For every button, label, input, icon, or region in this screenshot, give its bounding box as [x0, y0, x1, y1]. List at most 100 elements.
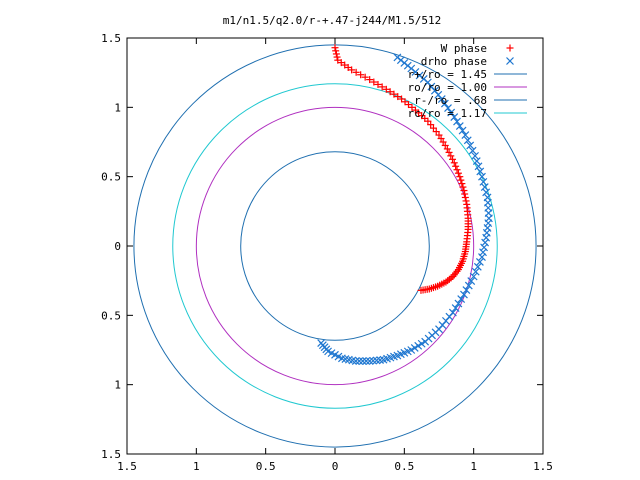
y-tick-label: 0.5 [101, 171, 121, 184]
data-point [333, 53, 341, 61]
data-point [472, 157, 481, 165]
data-point [479, 248, 487, 257]
data-point [460, 290, 468, 299]
x-tick-label: 1 [470, 460, 477, 473]
axis-ticks: 1.5 1 0.5 0 0.5 1 1.51.510.500.511.5 [101, 32, 553, 473]
data-point [378, 83, 386, 91]
data-point [448, 308, 457, 317]
data-point [478, 253, 486, 262]
data-point [390, 90, 398, 98]
data-point [478, 172, 486, 181]
circle-2 [240, 151, 430, 341]
data-point [382, 85, 390, 93]
data-point [332, 47, 340, 55]
data-point [468, 146, 477, 155]
data-point [366, 76, 374, 84]
y-tick-label: 0.5 [101, 309, 121, 322]
data-point [483, 193, 492, 202]
data-point [461, 193, 469, 201]
x-tick-label: 1.5 [533, 460, 553, 473]
data-point [351, 357, 360, 366]
data-point [362, 357, 371, 366]
data-point [469, 272, 478, 281]
data-point [414, 341, 423, 350]
data-point [456, 173, 464, 181]
y-tick-label: 1 [114, 379, 121, 392]
data-point [355, 357, 364, 366]
data-point [464, 281, 473, 290]
circle-3 [172, 83, 498, 409]
x-tick-label: 1 [193, 460, 200, 473]
data-point [453, 166, 461, 174]
data-point [447, 108, 456, 117]
x-tick-label: 1.5 [117, 460, 137, 473]
legend-label: r-/ro = .68 [414, 94, 487, 107]
data-point [463, 200, 471, 208]
data-point [451, 304, 460, 312]
data-point [461, 190, 469, 198]
data-point [481, 238, 490, 247]
data-point [455, 122, 464, 130]
data-point [458, 126, 467, 135]
legend-label: ro/ro = 1.00 [408, 81, 487, 94]
data-point [476, 167, 485, 176]
data-point [460, 187, 468, 195]
data-point [473, 262, 482, 271]
legend-label: drho phase [421, 55, 487, 68]
data-point [369, 356, 378, 365]
data-point [358, 357, 367, 366]
data-point [457, 295, 466, 303]
data-point [393, 53, 402, 62]
x-tick-label: 0 [332, 460, 339, 473]
data-point [447, 152, 455, 160]
y-tick-label: 1.5 [101, 448, 121, 461]
data-point [370, 78, 378, 86]
data-point [386, 88, 394, 96]
legend-label: W phase [441, 42, 487, 55]
y-tick-label: 1.5 [101, 32, 121, 45]
data-point [459, 183, 467, 191]
data-point [453, 117, 461, 126]
chart-title: m1/n1.5/q2.0/r-+.47-j244/M1.5/512 [223, 14, 442, 27]
data-point [454, 299, 463, 308]
data-point [471, 267, 480, 276]
data-point [479, 177, 488, 186]
data-point [461, 131, 470, 139]
series-1 [317, 53, 493, 366]
data-point [407, 346, 416, 354]
data-point [482, 188, 491, 197]
data-point [480, 243, 488, 252]
legend-swatch [506, 44, 514, 52]
y-tick-label: 1 [114, 101, 121, 114]
data-point [440, 99, 449, 108]
data-point [454, 169, 462, 177]
data-point [463, 136, 472, 145]
data-point [376, 356, 384, 364]
data-point [449, 155, 457, 163]
data-point [357, 71, 365, 79]
data-point [467, 277, 476, 285]
data-point [394, 93, 402, 101]
data-point [444, 104, 452, 112]
data-point [410, 343, 419, 352]
data-point [457, 176, 465, 184]
data-point [474, 162, 483, 171]
legend-label: r+/ro = 1.45 [408, 68, 487, 81]
data-point [450, 113, 459, 121]
data-point [480, 183, 489, 191]
data-point [458, 180, 466, 188]
data-point [450, 159, 458, 167]
data-point [452, 162, 460, 170]
data-point [462, 197, 470, 205]
data-point [352, 68, 360, 76]
data-point [365, 357, 374, 366]
data-point [445, 148, 453, 156]
x-tick-label: 0.5 [394, 460, 414, 473]
legend-swatch [506, 57, 514, 65]
data-point [398, 95, 406, 103]
x-tick-label: 0.5 [256, 460, 276, 473]
data-point [475, 258, 484, 266]
data-point [471, 151, 479, 160]
data-point [374, 80, 382, 88]
legend-label: rc/ro = 1.17 [408, 107, 487, 120]
